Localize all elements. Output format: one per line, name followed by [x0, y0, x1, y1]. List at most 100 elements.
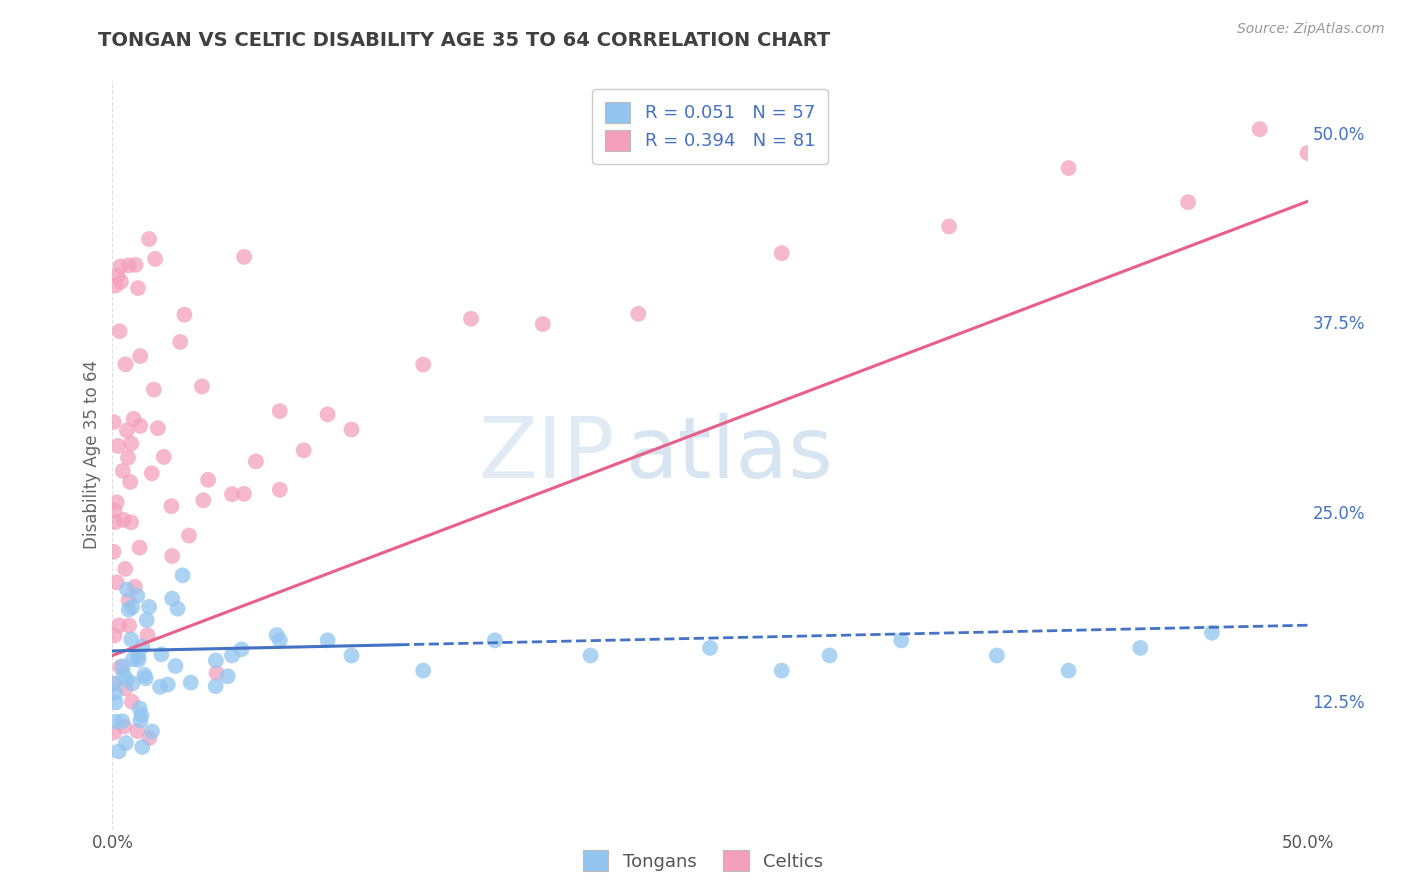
- Point: [110, 660, 132, 674]
- Text: Source: ZipAtlas.com: Source: ZipAtlas.com: [1237, 22, 1385, 37]
- Point: [115, 673, 138, 687]
- Point: [150, 648, 173, 662]
- Point: [124, 580, 146, 594]
- Point: [103, 677, 125, 691]
- Point: [128, 541, 150, 555]
- Point: [134, 668, 156, 682]
- Point: [127, 649, 149, 664]
- Point: [1177, 195, 1199, 210]
- Legend: Tongans, Celtics: Tongans, Celtics: [575, 843, 831, 879]
- Point: [269, 483, 291, 497]
- Point: [221, 487, 243, 501]
- Point: [122, 652, 145, 666]
- Point: [115, 582, 138, 597]
- Point: [104, 686, 127, 700]
- Point: [117, 450, 139, 465]
- Point: [986, 648, 1008, 663]
- Point: [120, 475, 142, 489]
- Point: [162, 549, 183, 563]
- Point: [177, 528, 200, 542]
- Point: [107, 439, 129, 453]
- Point: [103, 545, 125, 559]
- Point: [138, 232, 160, 246]
- Point: [135, 671, 157, 685]
- Point: [1201, 625, 1223, 640]
- Point: [129, 714, 152, 728]
- Point: [127, 281, 149, 295]
- Point: [104, 714, 127, 729]
- Point: [111, 659, 134, 673]
- Point: [579, 648, 602, 663]
- Point: [172, 568, 194, 582]
- Point: [1249, 122, 1271, 136]
- Point: [484, 633, 506, 648]
- Point: [120, 436, 142, 450]
- Point: [169, 334, 191, 349]
- Point: [138, 599, 160, 614]
- Point: [340, 648, 363, 663]
- Point: [112, 667, 135, 681]
- Point: [142, 383, 165, 397]
- Point: [292, 443, 315, 458]
- Point: [118, 258, 141, 272]
- Point: [131, 640, 153, 654]
- Point: [699, 640, 721, 655]
- Point: [104, 278, 127, 293]
- Point: [770, 664, 793, 678]
- Point: [221, 648, 243, 663]
- Point: [122, 412, 145, 426]
- Point: [107, 744, 129, 758]
- Point: [141, 724, 163, 739]
- Point: [165, 659, 187, 673]
- Point: [118, 602, 141, 616]
- Point: [143, 252, 166, 266]
- Point: [233, 487, 256, 501]
- Point: [112, 513, 135, 527]
- Point: [156, 677, 179, 691]
- Point: [152, 450, 174, 464]
- Point: [108, 618, 131, 632]
- Point: [193, 493, 215, 508]
- Point: [627, 307, 650, 321]
- Point: [173, 308, 195, 322]
- Point: [316, 408, 339, 422]
- Point: [111, 714, 134, 729]
- Point: [129, 349, 152, 363]
- Point: [121, 695, 143, 709]
- Point: [217, 669, 239, 683]
- Point: [114, 562, 136, 576]
- Point: [231, 642, 253, 657]
- Point: [103, 503, 125, 517]
- Point: [124, 258, 146, 272]
- Point: [115, 736, 138, 750]
- Point: [269, 404, 291, 418]
- Point: [129, 418, 152, 433]
- Point: [118, 618, 141, 632]
- Point: [127, 589, 149, 603]
- Y-axis label: Disability Age 35 to 64: Disability Age 35 to 64: [83, 360, 101, 549]
- Point: [1296, 145, 1319, 160]
- Point: [266, 628, 288, 642]
- Point: [233, 250, 256, 264]
- Point: [1057, 664, 1080, 678]
- Point: [135, 613, 157, 627]
- Text: TONGAN VS CELTIC DISABILITY AGE 35 TO 64 CORRELATION CHART: TONGAN VS CELTIC DISABILITY AGE 35 TO 64…: [98, 31, 831, 50]
- Point: [180, 675, 202, 690]
- Point: [166, 601, 188, 615]
- Point: [104, 696, 127, 710]
- Point: [531, 317, 554, 331]
- Point: [412, 664, 434, 678]
- Point: [114, 357, 136, 371]
- Point: [460, 311, 482, 326]
- Point: [104, 515, 127, 529]
- Point: [818, 648, 841, 663]
- Point: [1129, 640, 1152, 655]
- Point: [160, 499, 183, 513]
- Point: [110, 260, 132, 274]
- Point: [121, 600, 143, 615]
- Point: [138, 731, 160, 745]
- Point: [108, 324, 131, 338]
- Point: [269, 633, 291, 648]
- Point: [115, 424, 138, 438]
- Point: [316, 633, 339, 648]
